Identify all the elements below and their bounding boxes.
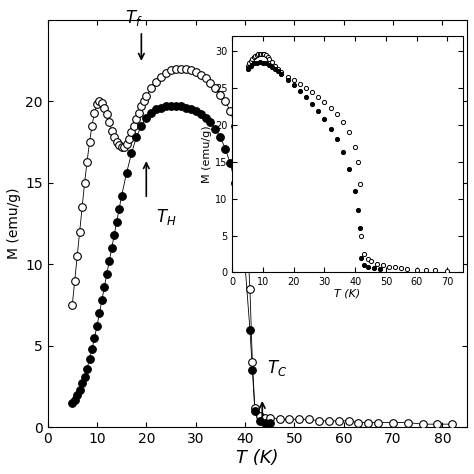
X-axis label: T (K): T (K) <box>236 449 279 467</box>
Text: $\mathit{T_f}$: $\mathit{T_f}$ <box>125 8 143 28</box>
Text: $\mathit{T_H}$: $\mathit{T_H}$ <box>156 207 177 227</box>
Text: $\mathit{T_C}$: $\mathit{T_C}$ <box>267 358 287 378</box>
Y-axis label: M (emu/g): M (emu/g) <box>7 188 21 259</box>
